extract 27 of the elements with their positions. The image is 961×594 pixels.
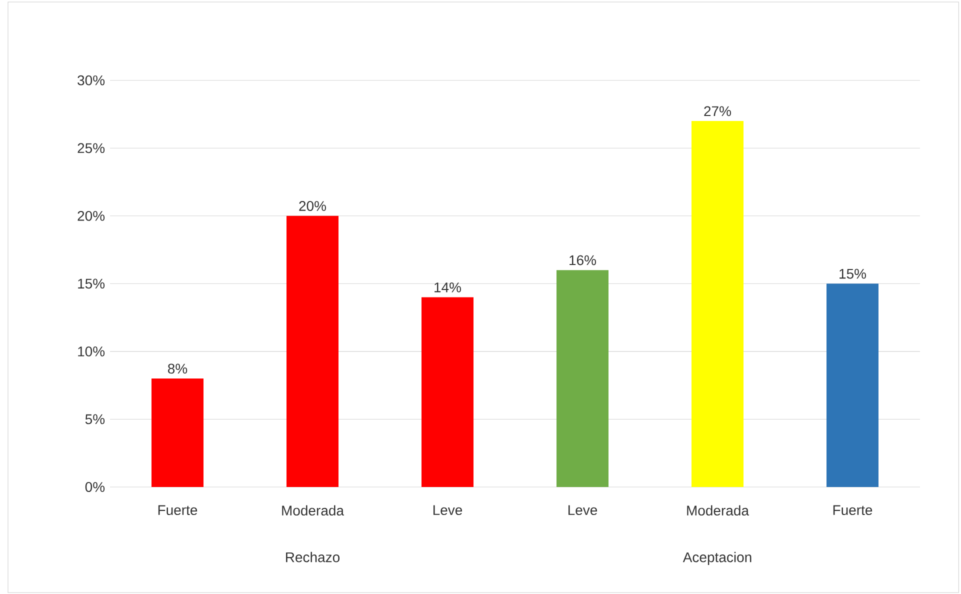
x-tick-label: Leve — [433, 505, 462, 516]
bar — [692, 121, 744, 487]
data-label: 15% — [840, 268, 866, 279]
y-tick-label: 5% — [85, 414, 105, 424]
y-tick-label: 10% — [78, 346, 105, 356]
x-tick-label: Fuerte — [158, 505, 198, 516]
x-tick-label: Fuerte — [833, 505, 872, 516]
data-label: 20% — [299, 201, 326, 211]
bar — [556, 270, 609, 487]
bar — [422, 297, 474, 487]
data-label: 16% — [570, 255, 596, 266]
x-tick-label: Moderada — [687, 505, 750, 516]
y-tick-label: 15% — [78, 278, 105, 289]
bar — [152, 378, 204, 487]
text: Rechazo — [286, 552, 340, 562]
bar — [826, 284, 878, 487]
bar — [286, 216, 339, 487]
y-tick-label: 20% — [78, 210, 105, 221]
data-label: 14% — [434, 282, 461, 292]
text: Aceptacion — [682, 552, 752, 565]
y-tick-label: 0% — [85, 482, 105, 492]
data-label: 8% — [168, 364, 188, 374]
y-tick-label: 30% — [78, 75, 105, 86]
x-tick-label: Moderada — [282, 505, 344, 516]
data-label: 27% — [704, 106, 731, 116]
x-tick-label: Leve — [568, 505, 598, 516]
y-tick-label: 25% — [78, 143, 105, 154]
